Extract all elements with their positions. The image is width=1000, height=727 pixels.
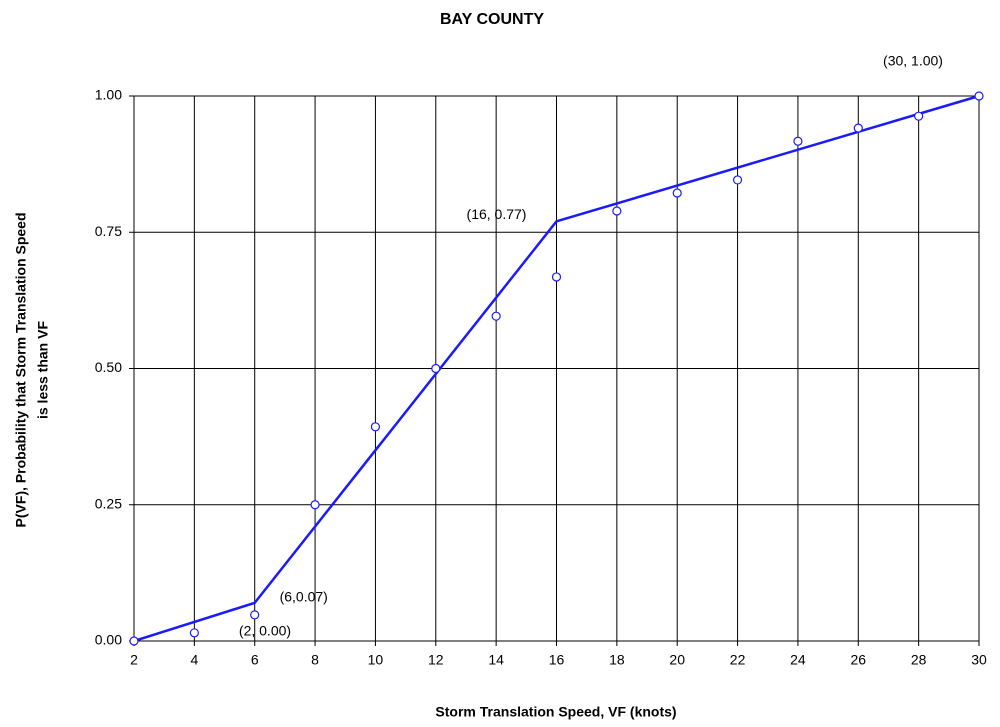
x-tick-label: 10 — [368, 652, 384, 668]
x-tick-label: 28 — [911, 652, 927, 668]
x-tick-label: 30 — [971, 652, 987, 668]
plot-frame — [133, 95, 980, 642]
x-tick-label: 2 — [130, 652, 138, 668]
data-label: (30, 1.00) — [883, 53, 943, 69]
marker — [551, 272, 562, 282]
x-axis-label: Storm Translation Speed, VF (knots) — [435, 704, 676, 720]
marker — [310, 500, 320, 510]
x-tick-label: 22 — [730, 652, 746, 668]
y-tick-label: 0.00 — [95, 632, 122, 648]
y-tick-label: 0.50 — [95, 359, 122, 375]
x-tick-label: 6 — [251, 652, 259, 668]
marker — [732, 175, 743, 185]
x-tick-label: 8 — [311, 652, 319, 668]
y-tick-label: 0.25 — [95, 495, 122, 511]
x-tick-label: 14 — [488, 652, 504, 668]
x-tick-label: 18 — [609, 652, 625, 668]
x-tick-label: 12 — [428, 652, 444, 668]
marker — [974, 91, 984, 101]
x-tick-label: 20 — [669, 652, 685, 668]
marker — [250, 610, 260, 620]
y-axis-label: is less than VF — [35, 321, 51, 419]
marker — [853, 123, 863, 133]
marker — [491, 311, 501, 321]
marker — [914, 111, 924, 121]
x-tick-label: 16 — [549, 652, 565, 668]
x-tick-label: 26 — [850, 652, 866, 668]
marker — [129, 636, 139, 646]
marker — [672, 188, 682, 198]
chart-title: BAY COUNTY — [440, 11, 544, 28]
x-tick-label: 4 — [190, 652, 198, 668]
data-label: (16, 0.77) — [467, 206, 527, 222]
marker — [431, 363, 441, 374]
marker — [612, 206, 622, 216]
x-tick-label: 24 — [790, 652, 806, 668]
line — [133, 94, 980, 643]
marker — [189, 628, 199, 638]
data-label: (2, 0.00) — [239, 623, 291, 639]
y-axis-label: P(VF), Probability that Storm Translatio… — [13, 212, 29, 527]
marker — [370, 422, 381, 432]
marker — [793, 136, 803, 146]
y-tick-label: 0.75 — [95, 223, 122, 239]
data-label: (6,0.07) — [280, 589, 328, 605]
y-tick-label: 1.00 — [95, 87, 122, 103]
